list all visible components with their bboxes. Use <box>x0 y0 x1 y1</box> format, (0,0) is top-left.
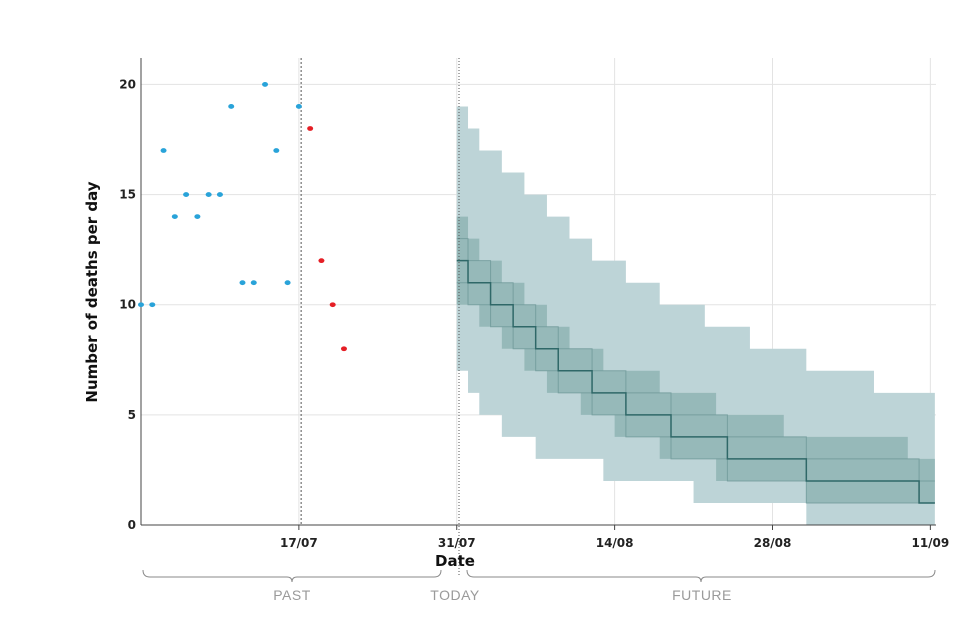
inner-uncertainty-band <box>456 216 935 503</box>
recent-point <box>329 302 336 308</box>
x-tick-label: 31/07 <box>438 536 476 550</box>
observed-point <box>228 104 235 109</box>
past-brace <box>142 569 442 583</box>
scenario-line-lower <box>456 282 935 504</box>
observed-point <box>138 302 144 308</box>
y-tick-label: 10 <box>119 298 136 312</box>
observed-point <box>262 82 269 87</box>
y-axis-title: Number of deaths per day <box>83 181 101 402</box>
forecast-bands <box>456 106 935 525</box>
x-tick-label: 28/08 <box>754 536 792 550</box>
recent-point <box>318 258 325 264</box>
forecast-median-line <box>456 238 935 504</box>
x-tick-label: 11/09 <box>911 536 949 550</box>
observed-point <box>149 302 156 308</box>
observed-point <box>205 192 212 197</box>
data-points <box>138 82 347 352</box>
observed-point <box>216 192 223 197</box>
x-axis-title: Date <box>435 552 475 570</box>
x-tick-label: 17/07 <box>280 536 318 550</box>
y-tick-label: 15 <box>119 188 136 202</box>
observed-point <box>171 214 178 220</box>
observed-point <box>273 148 280 153</box>
y-tick-label: 20 <box>119 77 136 91</box>
tick-labels: 0 5 10 15 20 17/07 31/07 14/08 28/08 11/09 <box>119 77 949 550</box>
observed-point <box>194 214 201 220</box>
past-label: PAST <box>273 587 311 603</box>
observed-point <box>284 280 291 286</box>
outer-uncertainty-band <box>456 106 935 525</box>
today-label: TODAY <box>430 587 480 603</box>
future-brace <box>466 569 936 583</box>
reference-lines <box>300 58 460 577</box>
y-tick-label: 5 <box>128 408 136 422</box>
observed-point <box>183 192 190 197</box>
y-tick-label: 0 <box>128 518 136 532</box>
period-braces <box>142 569 936 583</box>
x-tick-label: 14/08 <box>596 536 634 550</box>
observed-point <box>295 104 302 109</box>
axes <box>140 58 936 530</box>
median-forecast-line <box>456 259 935 504</box>
recent-point <box>340 346 347 352</box>
recent-point <box>307 126 314 131</box>
observed-point <box>250 280 257 286</box>
observed-point <box>160 148 167 153</box>
future-label: FUTURE <box>672 587 732 603</box>
observed-point <box>239 280 246 286</box>
